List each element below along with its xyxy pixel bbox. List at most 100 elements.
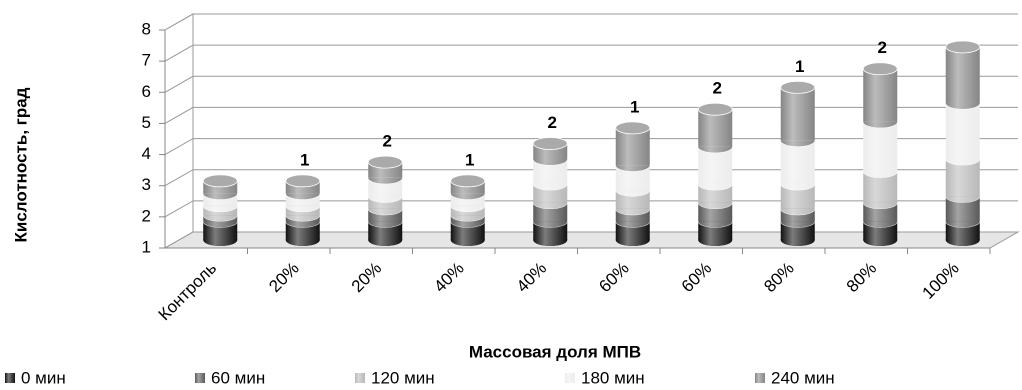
back-wall <box>164 13 194 249</box>
legend-swatch <box>195 373 205 383</box>
bar-segment-top <box>780 81 816 94</box>
bar-segment-bottom <box>945 240 980 246</box>
bar-segment-bottom <box>698 240 733 246</box>
grid-line <box>164 44 1018 62</box>
bar-segment-bottom <box>615 190 650 197</box>
annotation: 2 <box>383 132 392 151</box>
x-axis-title: Массовая доля МПВ <box>469 342 641 361</box>
grid-line <box>164 75 1018 93</box>
bar-segment-bottom <box>285 240 320 246</box>
grid-line <box>164 169 1018 187</box>
bar-segment-bottom <box>863 202 898 209</box>
legend-label: 180 мин <box>581 368 645 387</box>
annotation: 1 <box>465 150 474 169</box>
x-tick-label: 80% <box>760 259 797 296</box>
bar-segment-bottom <box>863 240 898 246</box>
grid-line <box>164 13 1018 31</box>
x-tick-label: Контроль <box>155 258 221 324</box>
legend-label: 0 мин <box>21 368 66 387</box>
annotation: 1 <box>795 57 804 76</box>
legend-swatch <box>355 373 365 383</box>
bar-segment-bottom <box>533 159 568 166</box>
bar-segment <box>945 46 980 103</box>
annotation: 1 <box>630 97 639 116</box>
bar-segment-bottom <box>780 221 815 228</box>
x-tick-label: 80% <box>843 259 880 296</box>
bar-segment-bottom <box>203 193 238 200</box>
y-tick-label: 5 <box>142 113 151 132</box>
bar-segment <box>780 140 815 184</box>
bar-segment-bottom <box>863 121 898 128</box>
legend-label: 120 мин <box>371 368 435 387</box>
grid-line <box>164 231 1018 249</box>
x-tick-label: 40% <box>430 259 467 296</box>
y-tick-label: 8 <box>142 19 151 38</box>
bar-segment-bottom <box>780 240 815 246</box>
bar-segment-bottom <box>945 102 980 109</box>
bar-segment-bottom <box>863 221 898 228</box>
bar-segment-bottom <box>533 202 568 209</box>
bar-segment-bottom <box>285 193 320 200</box>
bar-segment-bottom <box>450 215 485 222</box>
y-tick-label: 2 <box>142 206 151 225</box>
x-tick-label: 40% <box>513 259 550 296</box>
bar-segment-bottom <box>780 140 815 147</box>
legend-label: 60 мин <box>211 368 265 387</box>
bar-segment <box>863 121 898 172</box>
bar-segment-top <box>945 40 981 54</box>
bar-segment-bottom <box>533 221 568 228</box>
bar-segment-bottom <box>615 165 650 172</box>
legend-swatch <box>755 373 765 383</box>
annotation: 2 <box>878 38 887 57</box>
bar-segment-bottom <box>450 193 485 200</box>
bar-segment <box>780 87 815 141</box>
bar-segment-bottom <box>780 183 815 190</box>
bar-segment-top <box>615 121 651 135</box>
x-tick-label: 20% <box>265 259 302 296</box>
bar-segment-bottom <box>698 146 733 153</box>
annotation: 2 <box>713 79 722 98</box>
y-axis-title: Кислотность, град <box>11 87 30 242</box>
bar-segment-bottom <box>945 221 980 228</box>
grid-line <box>164 106 1018 124</box>
annotation: 1 <box>300 150 309 169</box>
bar-segment-top <box>532 137 568 150</box>
grid-line <box>164 138 1018 156</box>
bar-segment-bottom <box>450 205 485 212</box>
x-tick-label: 60% <box>595 259 632 296</box>
bar-segment-bottom <box>615 240 650 246</box>
bar-segment-top <box>862 62 898 76</box>
y-tick-label: 4 <box>142 144 151 163</box>
bar-segment-bottom <box>698 202 733 209</box>
bar-segment-bottom <box>945 159 980 166</box>
bar-segment-bottom <box>368 208 403 215</box>
bar-segment-bottom <box>203 240 238 246</box>
bar-segment-top <box>285 174 321 188</box>
bar-segment-bottom <box>285 221 320 228</box>
bar-segment-bottom <box>368 196 403 203</box>
x-tick-label: 60% <box>678 259 715 296</box>
bar-segment-top <box>697 102 733 116</box>
bar-segment-bottom <box>368 221 403 228</box>
bar-segment-bottom <box>450 240 485 246</box>
bar-segment-bottom <box>285 215 320 222</box>
bar-segment-bottom <box>698 183 733 190</box>
grid-line <box>164 200 1018 218</box>
y-tick-label: 6 <box>142 82 151 101</box>
bar-segment-bottom <box>203 215 238 222</box>
bar-segment-top <box>202 174 238 188</box>
bar-segment-bottom <box>615 221 650 228</box>
bar-segment-top <box>367 155 403 169</box>
bar-segment <box>945 102 980 160</box>
bar-segment-bottom <box>698 221 733 228</box>
annotation: 2 <box>548 113 557 132</box>
bar-segment-bottom <box>450 221 485 228</box>
bar-segment-bottom <box>285 205 320 212</box>
legend-swatch <box>5 373 15 383</box>
legend-label: 240 мин <box>771 368 835 387</box>
bar-segment-bottom <box>368 240 403 246</box>
bar-segment-top <box>450 174 486 188</box>
x-tick-label: 100% <box>919 259 963 303</box>
bar-segment-bottom <box>533 240 568 246</box>
